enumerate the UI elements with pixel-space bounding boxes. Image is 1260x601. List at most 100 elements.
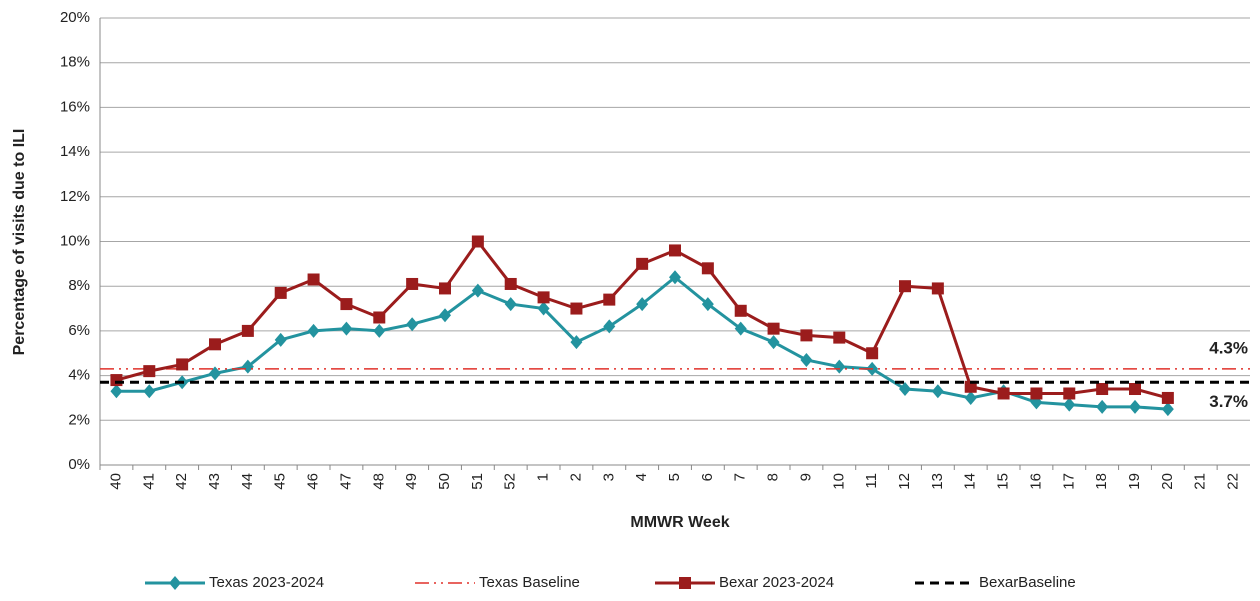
data-point (800, 329, 813, 342)
x-axis-title: MMWR Week (630, 514, 729, 531)
x-tick-label: 44 (239, 473, 256, 490)
data-point (636, 297, 649, 312)
data-point (1096, 383, 1109, 396)
data-point (833, 359, 846, 374)
x-tick-label: 10 (830, 473, 847, 490)
x-tick-label: 5 (666, 473, 683, 481)
data-point (537, 291, 550, 304)
x-tick-label: 7 (732, 473, 749, 481)
y-tick-label: 8% (68, 277, 90, 294)
x-tick-label: 9 (797, 473, 814, 481)
data-point (340, 321, 353, 336)
x-tick-label: 17 (1060, 473, 1077, 490)
x-tick-label: 20 (1159, 473, 1176, 490)
data-point (701, 297, 714, 312)
x-tick-label: 47 (337, 473, 354, 490)
data-point (209, 338, 221, 351)
x-tick-label: 50 (436, 473, 453, 490)
y-tick-label: 4% (68, 367, 90, 384)
x-tick-label: 22 (1225, 473, 1242, 490)
x-tick-label: 2 (567, 473, 584, 481)
data-point (274, 286, 287, 299)
data-point (800, 352, 813, 367)
data-point (241, 359, 254, 374)
data-point (143, 384, 156, 399)
x-tick-label: 6 (699, 473, 716, 481)
x-tick-label: 49 (403, 473, 420, 490)
data-point (439, 282, 451, 295)
x-tick-label: 43 (206, 473, 223, 490)
x-tick-label: 46 (305, 473, 322, 490)
data-point (176, 358, 189, 371)
data-point (931, 384, 944, 399)
data-point (1129, 383, 1141, 396)
data-point (307, 323, 320, 338)
x-tick-label: 52 (502, 473, 519, 490)
data-point (110, 384, 123, 399)
data-point (110, 374, 123, 387)
data-point (701, 262, 714, 275)
x-tick-label: 40 (107, 473, 124, 490)
x-tick-label: 12 (896, 473, 913, 490)
data-point (1030, 387, 1043, 400)
x-tick-label: 4 (633, 473, 650, 481)
data-point (931, 282, 944, 295)
data-point (1161, 402, 1174, 417)
data-point (241, 324, 254, 337)
data-point (767, 322, 780, 335)
data-point (209, 366, 221, 381)
x-tick-label: 15 (995, 473, 1012, 490)
data-point (274, 332, 287, 347)
series-line (116, 275, 1168, 411)
legend-marker (679, 577, 691, 589)
y-tick-label: 16% (60, 98, 90, 115)
x-tick-label: 16 (1027, 473, 1044, 490)
legend-label: Bexar 2023-2024 (719, 574, 834, 591)
x-tick-label: 11 (863, 473, 880, 489)
data-point (734, 321, 747, 336)
x-tick-label: 41 (140, 473, 157, 490)
data-point (1161, 391, 1174, 404)
x-tick-label: 19 (1126, 473, 1143, 490)
data-point (636, 257, 649, 270)
data-point (439, 308, 451, 323)
data-point (537, 301, 550, 316)
y-tick-label: 12% (60, 188, 90, 205)
baseline-label: 4.3% (1209, 338, 1248, 357)
data-point (669, 270, 681, 285)
x-tick-label: 13 (929, 473, 946, 490)
y-tick-label: 0% (68, 456, 90, 473)
data-point (1063, 387, 1076, 400)
data-point (767, 335, 780, 350)
data-point (669, 244, 681, 257)
legend-label: Texas Baseline (479, 574, 580, 591)
y-tick-label: 6% (68, 322, 90, 339)
data-point (340, 298, 353, 311)
data-point (603, 319, 616, 334)
data-point (504, 277, 517, 290)
data-point (570, 302, 583, 315)
x-tick-label: 45 (272, 473, 289, 490)
data-point (1129, 399, 1141, 414)
x-tick-label: 14 (962, 473, 979, 490)
data-point (1096, 399, 1109, 414)
x-tick-label: 18 (1093, 473, 1110, 490)
data-point (471, 283, 484, 298)
data-point (471, 235, 484, 248)
data-point (997, 387, 1010, 400)
data-point (964, 390, 977, 405)
data-point (143, 365, 156, 378)
data-point (1063, 397, 1076, 412)
legend-marker (169, 576, 181, 590)
data-point (504, 297, 517, 312)
data-point (899, 382, 911, 397)
data-point (307, 273, 320, 286)
data-point (373, 311, 386, 324)
x-tick-label: 48 (370, 473, 387, 490)
data-point (603, 293, 616, 306)
data-point (406, 277, 419, 290)
data-point (833, 331, 846, 344)
y-tick-label: 18% (60, 54, 90, 71)
data-point (406, 317, 419, 332)
